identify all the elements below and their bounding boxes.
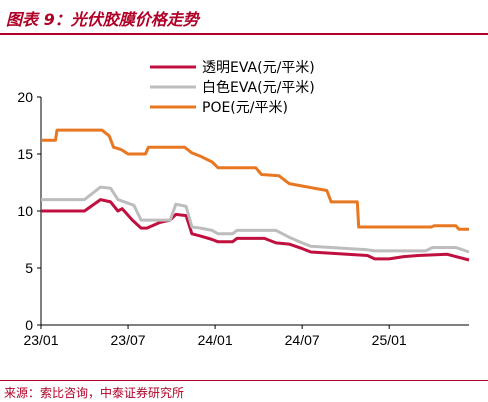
- chart-legend: 透明EVA(元/平米) 白色EVA(元/平米) POE(元/平米): [150, 60, 315, 116]
- legend-label: 白色EVA(元/平米): [202, 79, 315, 96]
- title-divider: [0, 33, 488, 35]
- x-tick-label: 24/07: [285, 332, 320, 348]
- y-tick-label: 0: [25, 317, 33, 333]
- legend-label: POE(元/平米): [202, 100, 288, 116]
- series-line: [41, 198, 470, 262]
- figure-title: 图表 9：光伏胶膜价格走势: [6, 10, 199, 29]
- price-line-chart: 0 5 10 15 20 23/01 23/07 24/01 24/07 25/01 透明EVA(…: [17, 60, 470, 348]
- source-divider: [0, 380, 488, 381]
- x-tick-label: 23/01: [23, 332, 58, 348]
- y-tick-label: 5: [25, 260, 33, 276]
- y-tick-label: 20: [17, 89, 33, 105]
- series-line: [41, 128, 469, 231]
- chart-axes: 0 5 10 15 20 23/01 23/07 24/01 24/07 25/01: [17, 89, 469, 348]
- x-tick-label: 23/07: [111, 332, 146, 348]
- chart-series-lines: [41, 128, 470, 262]
- y-tick-label: 10: [17, 203, 33, 219]
- legend-label: 透明EVA(元/平米): [202, 60, 315, 76]
- y-tick-label: 15: [17, 146, 33, 162]
- x-tick-label: 25/01: [372, 332, 407, 348]
- source-note: 来源：索比咨询，中泰证券研究所: [4, 386, 185, 400]
- x-tick-label: 24/01: [198, 332, 233, 348]
- series-line: [41, 185, 470, 254]
